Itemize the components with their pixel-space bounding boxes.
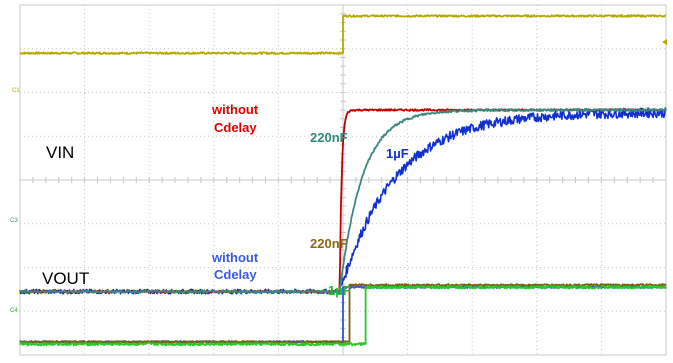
vout-1uf-label: 1µF — [328, 283, 351, 298]
vout-without-label-line1: without — [211, 250, 259, 265]
trace-vin-vin_220 — [19, 108, 667, 294]
vin-1uf-label: 1µF — [386, 146, 409, 161]
ch1-level-marker — [662, 39, 667, 45]
vin-without-label-line1: without — [211, 102, 259, 117]
vin-220nf-label: 220nF — [310, 130, 348, 145]
vout-220nf-label: 220nF — [310, 236, 348, 251]
traces — [19, 14, 667, 347]
channel-1-marker: C1 — [12, 88, 20, 94]
trace-ch1-ch1 — [19, 14, 667, 55]
vout-without-label-line2: Cdelay — [214, 267, 257, 282]
vin-without-label-line2: Cdelay — [214, 120, 257, 135]
channel-vin-marker: C3 — [10, 218, 18, 224]
vout-label: VOUT — [42, 269, 89, 288]
channel-vout-marker: C4 — [10, 308, 18, 314]
vin-label: VIN — [46, 143, 74, 162]
trace-vout-vout_220 — [19, 283, 667, 344]
trace-vout-vout_1u — [19, 284, 667, 347]
trace-vin-vin_1u — [19, 107, 667, 295]
